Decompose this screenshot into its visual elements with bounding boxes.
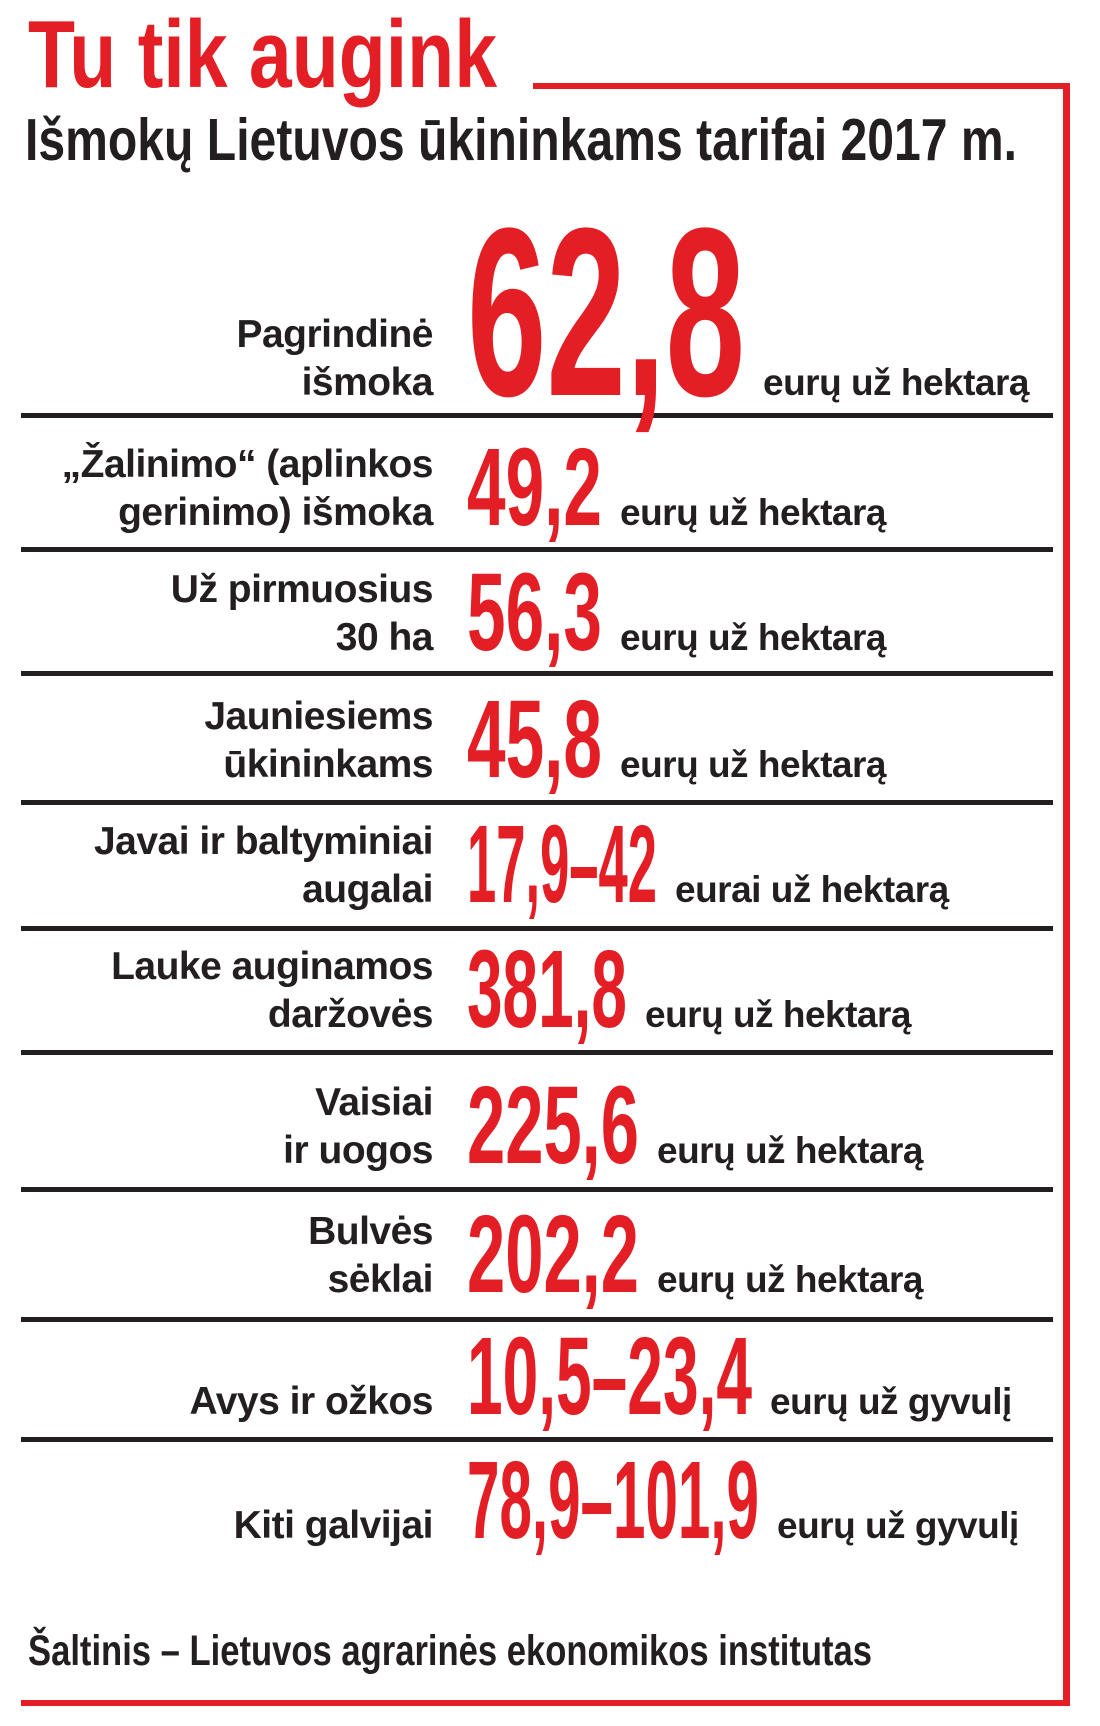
row-label-cell: „Žalinimo“ (aplinkos gerinimo) išmoka (0, 441, 434, 537)
row-value-text: 78,9–101,9 (467, 1439, 759, 1562)
row-value-number: 78,9–101,9 (467, 1439, 759, 1562)
source-note: Šaltinis – Lietuvos agrarinės ekonomikos… (28, 1626, 872, 1675)
row-label-cell: Avys ir ožkos (0, 1378, 434, 1426)
row-value-text: 45,8 (467, 678, 602, 801)
tariff-row-zalinimo-ismoka: „Žalinimo“ (aplinkos gerinimo) išmoka 49… (0, 426, 1057, 549)
tariff-row-jauniesiems-ukininkams: Jauniesiems ūkininkams 45,8 eurų už hekta… (0, 678, 1057, 801)
row-value-cell: 78,9–101,9 eurų už gyvulį (433, 1439, 1057, 1562)
row-unit: eurų už gyvulį (777, 1505, 1019, 1546)
row-value-number: 381,8 (467, 928, 627, 1051)
page-subtitle-text: Išmokų Lietuvos ūkininkams tarifai 2017 … (25, 107, 1017, 173)
row-unit: eurai už hektarą (675, 869, 949, 910)
row-value-text: 17,9–42 (467, 803, 657, 926)
row-label: Bulvės sėklai (308, 1210, 433, 1301)
row-separator-4 (21, 800, 1053, 805)
row-label: „Žalinimo“ (aplinkos gerinimo) išmoka (61, 443, 434, 534)
tariff-row-vaisiai-ir-uogos: Vaisiai ir uogos 225,6 eurų už hektarą (0, 1064, 1057, 1187)
row-label-cell: Javai ir baltyminiai augalai (0, 818, 434, 914)
row-value-cell: 381,8 eurų už hektarą (433, 928, 1057, 1051)
row-value-text: 10,5–23,4 (467, 1315, 752, 1438)
page-subtitle: Išmokų Lietuvos ūkininkams tarifai 2017 … (25, 107, 1017, 173)
row-separator-1 (21, 413, 1053, 418)
row-label: Už pirmuosius 30 ha (170, 568, 434, 659)
row-value-number: 202,2 (467, 1193, 639, 1316)
row-value-cell: 49,2 eurų už hektarą (433, 426, 1057, 549)
row-value-text: 381,8 (467, 928, 627, 1051)
row-label: Javai ir baltyminiai augalai (93, 820, 434, 911)
page-title-label: Tu tik augink (28, 1, 497, 108)
tariff-row-pagrindine-ismoka: Pagrindinė išmoka 62,8 eurų už hektarą (0, 178, 1057, 446)
row-value-number: 56,3 (467, 551, 602, 674)
row-value-cell: 10,5–23,4 eurų už gyvulį (433, 1315, 1057, 1438)
row-unit: eurų už hektarą (645, 994, 911, 1035)
row-unit: eurų už gyvulį (770, 1381, 1012, 1422)
tariff-row-uz-pirmuosius-30ha: Už pirmuosius 30 ha 56,3 eurų už hektarą (0, 551, 1057, 674)
row-label-cell: Lauke auginamos daržovės (0, 943, 433, 1039)
red-rule-right (1063, 83, 1070, 1706)
row-value-cell: 17,9–42 eurai už hektarą (433, 803, 1057, 926)
row-value-number: 225,6 (467, 1064, 639, 1187)
row-value-cell: 225,6 eurų už hektarą (433, 1064, 1057, 1187)
row-value-number: 49,2 (467, 426, 602, 549)
row-label-cell: Jauniesiems ūkininkams (0, 693, 433, 789)
row-value-text: 49,2 (467, 426, 602, 549)
row-label: Jauniesiems ūkininkams (204, 695, 433, 786)
row-unit: eurų už hektarą (657, 1259, 923, 1300)
tariff-row-javai-ir-baltyminiai: Javai ir baltyminiai augalai 17,9–42 eura… (0, 803, 1057, 926)
row-value-cell: 45,8 eurų už hektarą (433, 678, 1057, 801)
row-separator-7 (21, 1187, 1053, 1192)
row-separator-6 (21, 1050, 1053, 1055)
tariff-row-lauke-auginamos-darzoves: Lauke auginamos daržovės 381,8 eurų už he… (0, 928, 1057, 1051)
red-rule-top (533, 83, 1070, 89)
row-label-cell: Pagrindinė išmoka (0, 311, 433, 407)
row-value-text: 62,8 (467, 178, 745, 446)
page-title-text: Tu tik augink (28, 1, 497, 108)
row-label-cell: Už pirmuosius 30 ha (0, 566, 434, 662)
tariff-row-bulves-seklai: Bulvės sėklai 202,2 eurų už hektarą (0, 1193, 1057, 1316)
row-value-cell: 56,3 eurų už hektarą (433, 551, 1057, 674)
row-value-text: 202,2 (467, 1193, 639, 1316)
row-separator-3 (21, 671, 1053, 676)
row-separator-5 (21, 926, 1053, 931)
page-subtitle-label: Išmokų Lietuvos ūkininkams tarifai 2017 … (25, 107, 1017, 173)
row-label: Avys ir ožkos (189, 1380, 434, 1423)
row-label: Lauke auginamos daržovės (111, 945, 433, 1036)
row-unit: eurų už hektarą (657, 1130, 923, 1171)
row-value-number: 62,8 (467, 178, 745, 446)
red-rule-bottom (21, 1700, 1070, 1706)
row-label: Pagrindinė išmoka (236, 313, 433, 404)
row-unit: eurų už hektarą (620, 744, 886, 785)
row-separator-9 (21, 1437, 1053, 1442)
row-unit: eurų už hektarą (620, 492, 886, 533)
row-value-text: 56,3 (467, 551, 602, 674)
row-label: Vaisiai ir uogos (283, 1081, 433, 1172)
row-unit: eurų už hektarą (763, 362, 1029, 403)
row-value-cell: 62,8 eurų už hektarą (433, 178, 1057, 446)
row-value-number: 17,9–42 (467, 803, 657, 926)
row-label-cell: Vaisiai ir uogos (0, 1079, 433, 1175)
source-note-text: Šaltinis – Lietuvos agrarinės ekonomikos… (28, 1626, 872, 1675)
tariff-row-avys-ir-ozkos: Avys ir ožkos 10,5–23,4 eurų už gyvulį (0, 1315, 1057, 1438)
row-separator-2 (21, 547, 1053, 552)
row-label-cell: Kiti galvijai (0, 1502, 434, 1550)
source-note-label: Šaltinis – Lietuvos agrarinės ekonomikos… (28, 1626, 872, 1675)
row-value-text: 225,6 (467, 1064, 639, 1187)
row-separator-8 (21, 1317, 1053, 1322)
tariff-row-kiti-galvijai: Kiti galvijai 78,9–101,9 eurų už gyvulį (0, 1439, 1057, 1562)
row-value-number: 10,5–23,4 (467, 1315, 752, 1438)
row-value-number: 45,8 (467, 678, 602, 801)
row-unit: eurų už hektarą (620, 617, 886, 658)
row-label: Kiti galvijai (233, 1504, 434, 1547)
page-title: Tu tik augink (28, 1, 497, 108)
row-label-cell: Bulvės sėklai (0, 1208, 433, 1304)
row-value-cell: 202,2 eurų už hektarą (433, 1193, 1057, 1316)
